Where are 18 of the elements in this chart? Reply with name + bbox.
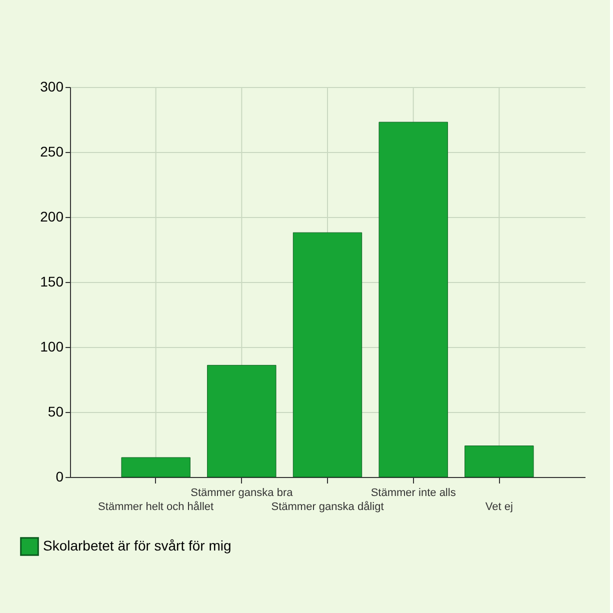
x-tick-label: Vet ej bbox=[485, 501, 513, 513]
y-tick-label: 100 bbox=[40, 338, 64, 354]
bar bbox=[207, 364, 276, 478]
y-tick-label: 0 bbox=[56, 468, 64, 484]
bar bbox=[292, 232, 362, 478]
bar bbox=[464, 446, 534, 478]
bar bbox=[378, 122, 448, 478]
y-tick-label: 250 bbox=[40, 144, 64, 160]
y-tick-label: 150 bbox=[40, 274, 64, 290]
bar bbox=[121, 457, 190, 478]
x-tick-label: Stämmer ganska dåligt bbox=[271, 501, 384, 513]
y-tick-label: 200 bbox=[40, 208, 64, 224]
x-tick-label: Stämmer inte alls bbox=[370, 487, 456, 499]
x-tick-label: Stämmer ganska bra bbox=[190, 487, 294, 499]
y-tick-label: 300 bbox=[40, 78, 64, 94]
legend-label: Skolarbetet är för svårt för mig bbox=[43, 538, 232, 554]
y-tick-label: 50 bbox=[48, 404, 64, 420]
x-tick-label: Stämmer helt och hållet bbox=[98, 501, 214, 513]
